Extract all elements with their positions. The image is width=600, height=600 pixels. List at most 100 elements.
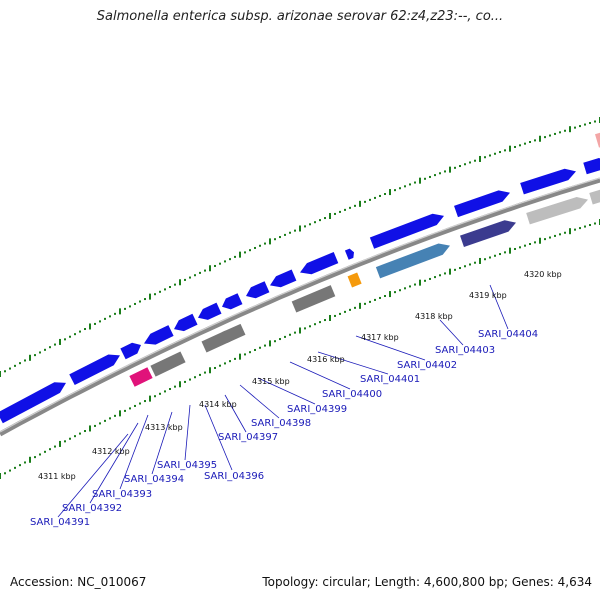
outer-tick-1 [4,370,6,373]
inner-tick-24 [119,410,121,417]
leader-line-5 [184,404,191,461]
inner-tick-106 [529,243,531,246]
outer-tick-118 [589,122,591,125]
inner-tick-26 [129,407,131,410]
gene-arrow-04 [144,325,174,345]
outer-tick-94 [469,161,471,164]
outer-tick-80 [399,187,401,190]
inner-tick-53 [264,344,266,347]
outer-tick-73 [364,200,366,203]
inner-tick-56 [279,338,281,341]
outer-tick-6 [29,354,31,361]
outer-tick-42 [209,265,211,272]
outer-tick-70 [349,206,351,209]
rna-feature [129,367,153,387]
gene-label-sari-04402[interactable]: SARI_04402 [397,360,457,371]
gene-labels: SARI_04391 SARI_04392 SARI_04393 SARI_04… [30,329,538,528]
inner-tick-12 [59,440,61,447]
inner-tick-31 [154,395,156,398]
inner-tick-55 [274,340,276,343]
inner-tick-29 [144,400,146,403]
inner-tick-38 [189,378,191,381]
outer-tick-106 [529,141,531,144]
leader-line-12 [355,335,426,361]
gene-arrow-13 [454,190,511,218]
outer-tick-88 [439,172,441,175]
outer-tick-72 [359,200,361,207]
outer-tick-7 [34,354,36,357]
gene-label-sari-04397[interactable]: SARI_04397 [218,432,278,443]
gene-label-sari-04392[interactable]: SARI_04392 [62,503,122,514]
outer-tick-29 [144,298,146,301]
inner-tick-50 [249,351,251,354]
outer-tick-10 [49,346,51,349]
gene-label-sari-04398[interactable]: SARI_04398 [251,418,311,429]
inner-tick-102 [509,247,511,254]
inner-tick-104 [519,246,521,249]
inner-tick-77 [384,295,386,298]
outer-tick-103 [514,145,516,148]
inner-tick-16 [79,432,81,435]
inner-tick-84 [419,279,421,286]
outer-tick-51 [254,246,256,249]
inner-tick-6 [29,456,31,463]
inner-tick-112 [559,233,561,236]
kbp-scale: 4311 kbp 4312 kbp 4313 kbp 4314 kbp 4315… [38,270,562,481]
outer-tick-91 [454,166,456,169]
gene-arrow-12 [369,213,445,249]
outer-tick-31 [154,293,156,296]
gene-label-sari-04391[interactable]: SARI_04391 [30,517,90,528]
inner-tick-64 [319,321,321,324]
leader-line-13 [439,319,464,346]
gene-label-sari-04401[interactable]: SARI_04401 [360,374,420,385]
gene-label-sari-04393[interactable]: SARI_04393 [92,489,152,500]
inner-tick-108 [539,237,541,244]
outer-tick-71 [354,204,356,207]
inner-tick-61 [304,327,306,330]
gene-label-sari-04404[interactable]: SARI_04404 [478,329,538,340]
outer-tick-82 [409,183,411,186]
inner-tick-21 [104,419,106,422]
inner-tick-63 [314,323,316,326]
gene-label-sari-04396[interactable]: SARI_04396 [204,471,264,482]
gene-label-sari-04403[interactable]: SARI_04403 [435,345,495,356]
outer-tick-76 [379,194,381,197]
gene-label-sari-04394[interactable]: SARI_04394 [124,474,184,485]
outer-tick-81 [404,185,406,188]
leader-line-14 [489,284,509,330]
outer-tick-5 [24,359,26,362]
outer-tick-113 [564,129,566,132]
map-title: Salmonella enterica subsp. arizonae sero… [96,9,504,24]
gene-label-sari-04400[interactable]: SARI_04400 [322,389,382,400]
inner-tick-85 [424,279,426,282]
outer-tick-25 [124,307,126,310]
gene-label-sari-04399[interactable]: SARI_04399 [287,404,347,415]
leader-line-7 [224,394,247,433]
outer-tick-112 [559,131,561,134]
outer-tick-74 [369,198,371,201]
outer-tick-109 [544,136,546,139]
outer-tick-ring [0,117,600,377]
outer-tick-95 [474,159,476,162]
leader-line-11 [317,351,389,375]
outer-tick-18 [89,323,91,330]
outer-tick-40 [199,271,201,274]
outer-tick-64 [319,219,321,222]
outer-tick-96 [479,155,481,162]
gene-label-sari-04395[interactable]: SARI_04395 [157,460,217,471]
inner-tick-113 [564,231,566,234]
inner-tick-91 [454,268,456,271]
backbone-highlight [0,177,600,433]
outer-tick-116 [579,125,581,128]
outer-tick-66 [329,212,331,219]
inner-tick-34 [169,388,171,391]
gene-arrow-14 [520,168,577,195]
outer-tick-15 [74,333,76,336]
kbp-label-4311: 4311 kbp [38,472,76,481]
inner-tick-83 [414,283,416,286]
leader-line-3 [119,414,149,490]
leader-line-4 [151,411,173,475]
inner-tick-71 [354,306,356,309]
inner-tick-95 [474,261,476,264]
outer-tick-97 [484,156,486,159]
